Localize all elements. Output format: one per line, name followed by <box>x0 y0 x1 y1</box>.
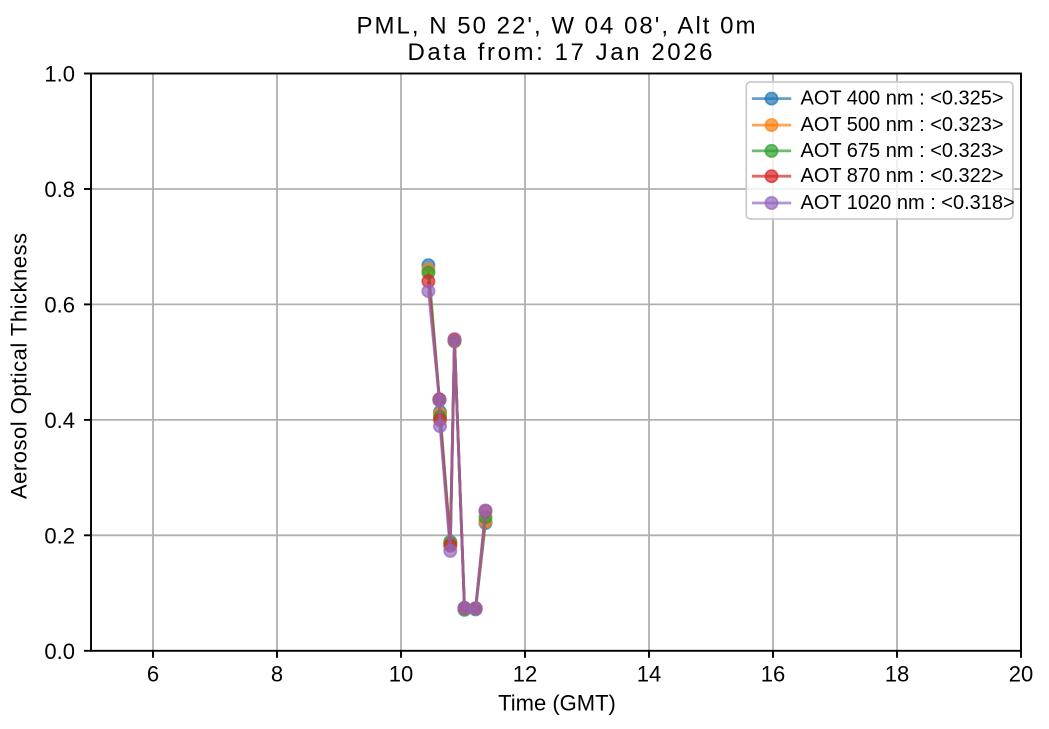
svg-text:AOT 870 nm : <0.322>: AOT 870 nm : <0.322> <box>801 165 1004 187</box>
svg-text:0.2: 0.2 <box>44 523 75 548</box>
svg-text:6: 6 <box>147 662 159 687</box>
svg-text:AOT 1020 nm : <0.318>: AOT 1020 nm : <0.318> <box>801 192 1015 214</box>
svg-text:AOT 675 nm : <0.323>: AOT 675 nm : <0.323> <box>801 140 1004 162</box>
svg-text:Aerosol Optical Thickness: Aerosol Optical Thickness <box>7 233 32 499</box>
svg-text:1.0: 1.0 <box>44 62 75 87</box>
svg-text:AOT 400 nm : <0.325>: AOT 400 nm : <0.325> <box>801 88 1004 110</box>
svg-text:8: 8 <box>271 662 283 687</box>
svg-text:20: 20 <box>1009 662 1033 687</box>
svg-text:Data from: 17 Jan 2026: Data from: 17 Jan 2026 <box>408 39 713 66</box>
svg-text:10: 10 <box>389 662 413 687</box>
svg-text:PML, N 50 22', W 04 08', Alt 0: PML, N 50 22', W 04 08', Alt 0m <box>357 13 756 40</box>
svg-text:18: 18 <box>885 662 909 687</box>
svg-text:AOT 500 nm : <0.323>: AOT 500 nm : <0.323> <box>801 114 1004 136</box>
svg-text:0.8: 0.8 <box>44 177 75 202</box>
svg-text:0.4: 0.4 <box>44 408 75 433</box>
svg-text:0.6: 0.6 <box>44 292 75 317</box>
svg-text:12: 12 <box>513 662 537 687</box>
svg-text:14: 14 <box>637 662 661 687</box>
svg-text:16: 16 <box>761 662 785 687</box>
svg-text:Time (GMT): Time (GMT) <box>498 691 616 716</box>
svg-text:0.0: 0.0 <box>44 639 75 664</box>
